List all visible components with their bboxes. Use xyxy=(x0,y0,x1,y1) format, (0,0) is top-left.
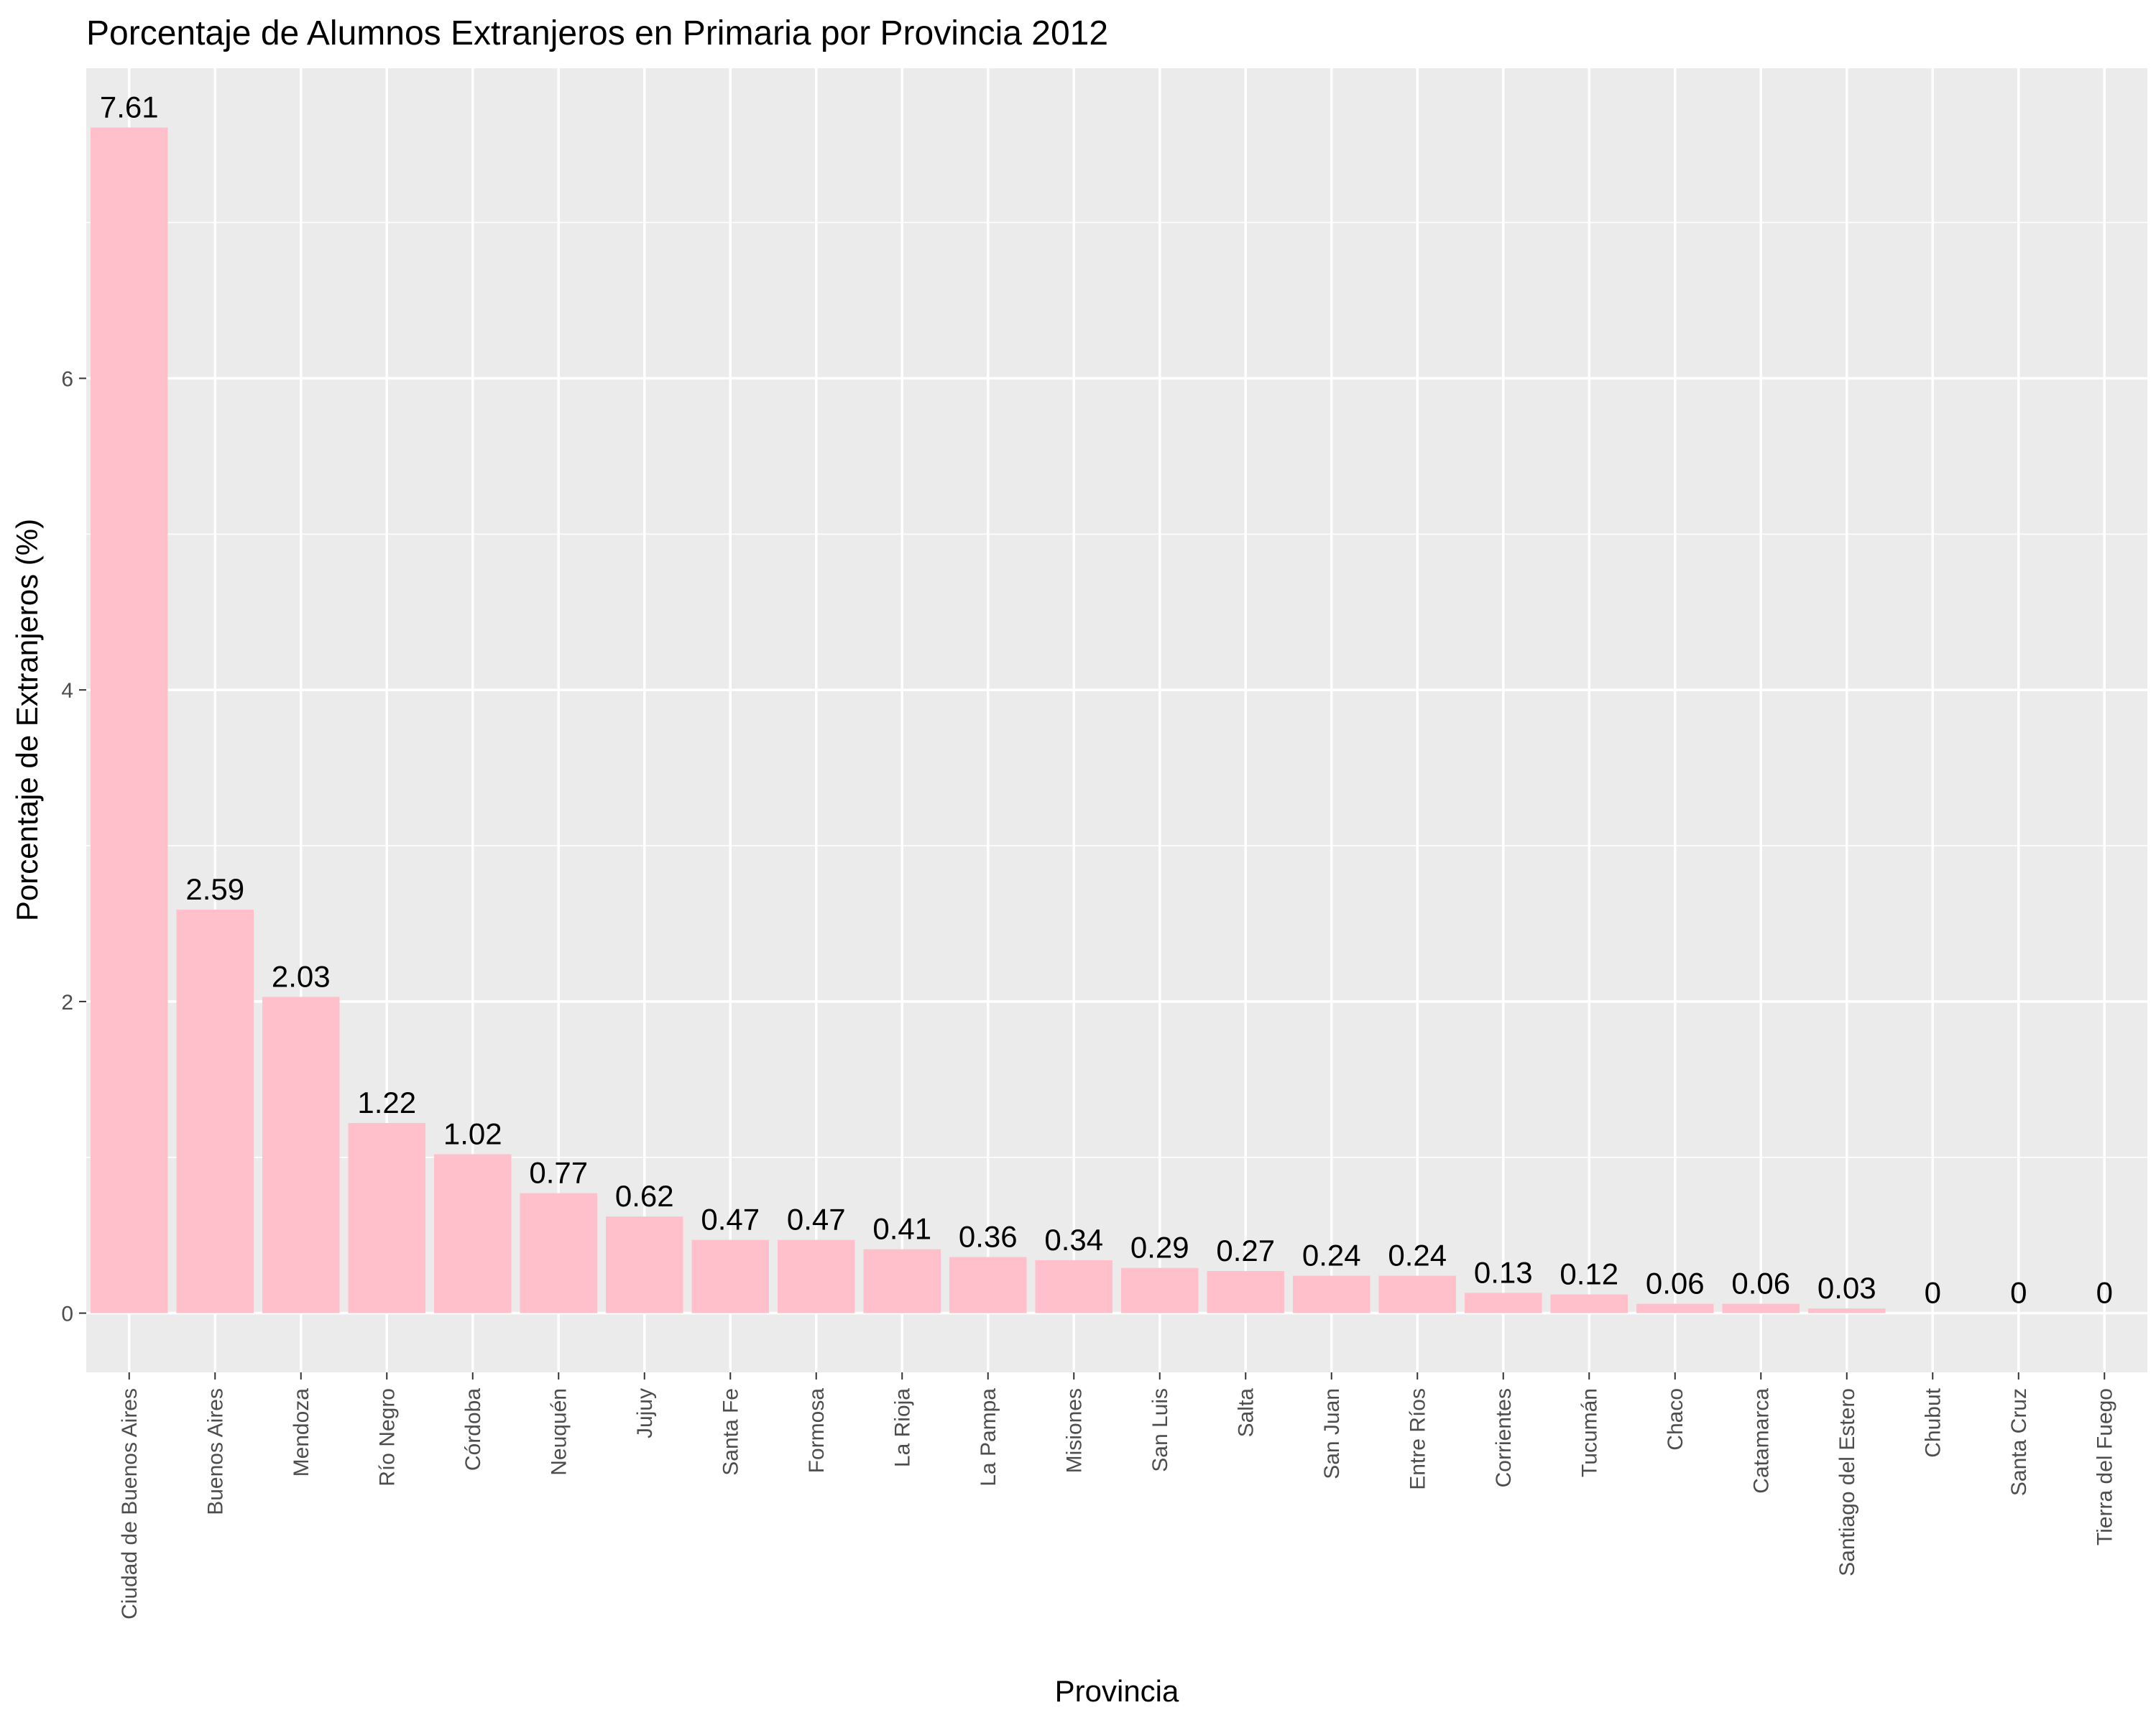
x-tick-label: Ciudad de Buenos Aires xyxy=(118,1388,142,1620)
x-tick-label: Formosa xyxy=(805,1388,829,1474)
bar xyxy=(1035,1260,1113,1313)
x-tick-label: Santa Fe xyxy=(719,1388,742,1476)
bar xyxy=(262,997,340,1313)
data-label: 0.77 xyxy=(529,1156,588,1190)
x-tick-label: Santa Cruz xyxy=(2007,1388,2031,1496)
data-label: 0.36 xyxy=(959,1220,1018,1254)
data-label: 2.59 xyxy=(185,872,244,906)
data-label: 2.03 xyxy=(272,959,331,993)
bar xyxy=(1207,1271,1285,1313)
x-tick-label: San Juan xyxy=(1320,1388,1344,1479)
x-tick-label: Córdoba xyxy=(461,1388,485,1471)
data-label: 1.02 xyxy=(443,1117,502,1150)
bar xyxy=(348,1123,426,1313)
bar xyxy=(1120,1267,1199,1313)
bar xyxy=(90,127,168,1313)
data-label: 0.06 xyxy=(1646,1267,1705,1300)
y-tick-label: 0 xyxy=(61,1303,73,1326)
data-label: 0.13 xyxy=(1474,1255,1533,1289)
y-tick-label: 6 xyxy=(61,368,73,392)
y-tick-label: 2 xyxy=(61,991,73,1015)
bar xyxy=(691,1239,770,1313)
data-label: 0 xyxy=(1925,1276,1941,1310)
bar xyxy=(520,1193,598,1313)
x-tick-label: Corrientes xyxy=(1492,1388,1516,1487)
x-tick-label: Neuquén xyxy=(547,1388,571,1476)
grid-minor xyxy=(86,221,2147,1158)
x-axis: Ciudad de Buenos Aires Buenos Aires Mendoz… xyxy=(118,1372,2116,1620)
chart-title: Porcentaje de Alumnos Extranjeros en Pri… xyxy=(86,14,1108,52)
x-axis-title: Provincia xyxy=(1055,1674,1179,1708)
data-label: 0.27 xyxy=(1216,1234,1275,1267)
data-label: 0.24 xyxy=(1302,1239,1361,1272)
data-label: 0 xyxy=(2010,1276,2027,1310)
data-label: 0.34 xyxy=(1044,1223,1103,1257)
data-label: 0.06 xyxy=(1731,1267,1790,1300)
x-tick-label: Catamarca xyxy=(1749,1388,1773,1494)
x-tick-label: Río Negro xyxy=(375,1388,399,1487)
x-tick-label: Entre Ríos xyxy=(1406,1388,1429,1490)
x-tick-label: Salta xyxy=(1234,1388,1258,1438)
x-tick-label: San Luis xyxy=(1148,1388,1172,1472)
y-axis: 0 2 4 6 xyxy=(61,368,86,1326)
data-label: 1.22 xyxy=(357,1086,416,1119)
bar xyxy=(1550,1294,1628,1313)
x-tick-label: Buenos Aires xyxy=(203,1388,227,1515)
x-tick-label: La Rioja xyxy=(890,1388,914,1467)
bar xyxy=(1722,1303,1800,1313)
data-label: 0 xyxy=(2096,1276,2113,1310)
x-tick-label: Chubut xyxy=(1921,1387,1945,1457)
data-label: 0.62 xyxy=(615,1179,674,1213)
data-labels: 7.61 2.59 2.03 1.22 1.02 0.77 0.62 0.47 0.47 0.41… xyxy=(100,90,2113,1309)
bar xyxy=(1464,1293,1542,1313)
x-tick-label: Jujuy xyxy=(633,1388,657,1438)
x-tick-label: La Pampa xyxy=(977,1388,1000,1487)
data-label: 0.03 xyxy=(1818,1271,1876,1305)
x-tick-label: Santiago del Estero xyxy=(1835,1388,1859,1576)
bar xyxy=(1292,1275,1370,1313)
plot-panel xyxy=(86,68,2147,1372)
data-label: 0.47 xyxy=(701,1203,760,1237)
bar xyxy=(176,909,254,1313)
bar xyxy=(605,1216,683,1313)
bar xyxy=(1807,1308,1886,1313)
data-label: 0.41 xyxy=(872,1212,931,1246)
bar xyxy=(1636,1303,1714,1313)
y-axis-title: Porcentaje de Extranjeros (%) xyxy=(10,519,44,921)
data-label: 0.29 xyxy=(1130,1231,1189,1265)
data-label: 0.12 xyxy=(1560,1257,1618,1291)
data-label: 0.47 xyxy=(787,1203,846,1237)
x-tick-label: Misiones xyxy=(1062,1388,1086,1473)
y-tick-label: 4 xyxy=(61,679,73,703)
bars xyxy=(90,127,1886,1313)
x-tick-label: Tierra del Fuego xyxy=(2093,1388,2116,1546)
bar xyxy=(777,1239,855,1313)
bar xyxy=(1378,1275,1457,1313)
x-tick-label: Tucumán xyxy=(1577,1388,1601,1477)
x-tick-label: Mendoza xyxy=(290,1388,313,1477)
bar xyxy=(949,1257,1027,1313)
data-label: 7.61 xyxy=(100,90,159,124)
x-tick-label: Chaco xyxy=(1664,1388,1687,1451)
bar xyxy=(863,1249,941,1313)
data-label: 0.24 xyxy=(1388,1239,1447,1272)
bar xyxy=(433,1154,512,1313)
